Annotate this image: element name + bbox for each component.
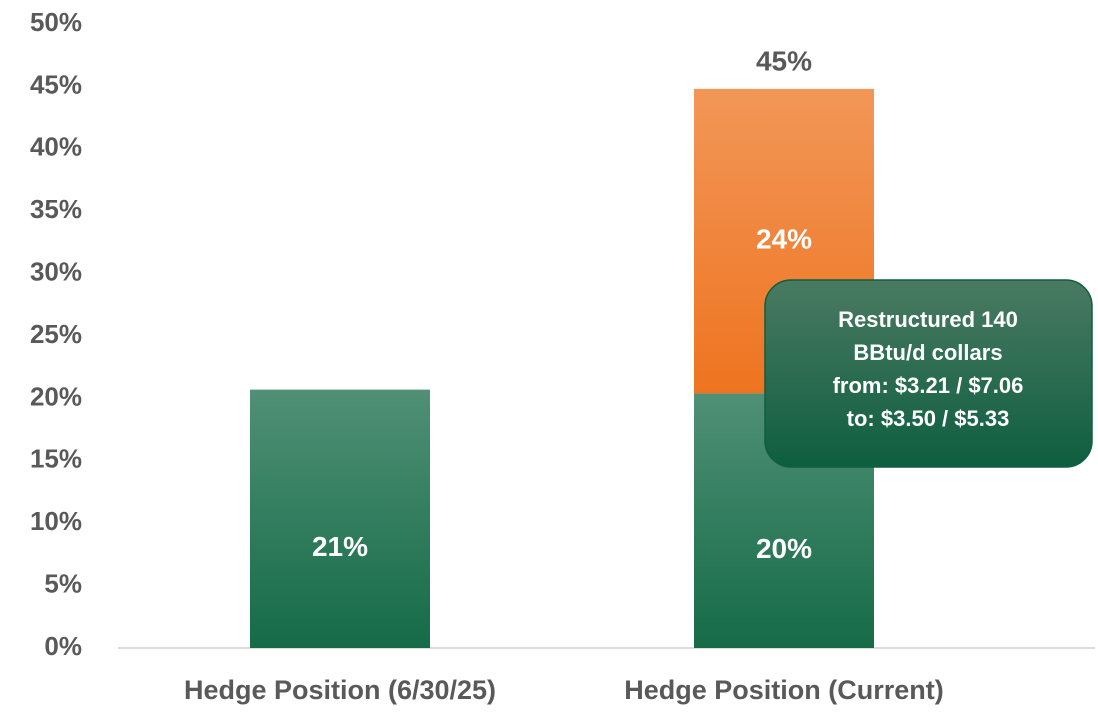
data-label: 21% xyxy=(312,531,368,562)
callout-text: to: $3.50 / $5.33 xyxy=(847,406,1010,431)
y-tick-label: 35% xyxy=(30,194,82,224)
y-tick-label: 0% xyxy=(44,631,82,661)
y-tick-label: 50% xyxy=(30,7,82,37)
callout-text: from: $3.21 / $7.06 xyxy=(833,373,1024,398)
bar-shine xyxy=(250,389,430,648)
x-tick-label: Hedge Position (Current) xyxy=(624,675,944,705)
y-tick-label: 40% xyxy=(30,132,82,162)
callout-box xyxy=(764,279,1093,468)
y-tick-label: 45% xyxy=(30,69,82,99)
y-tick-label: 10% xyxy=(30,506,82,536)
y-tick-label: 5% xyxy=(44,568,82,598)
y-tick-label: 30% xyxy=(30,256,82,286)
callout-text: Restructured 140 xyxy=(838,307,1018,332)
y-tick-label: 25% xyxy=(30,319,82,349)
x-tick-label: Hedge Position (6/30/25) xyxy=(184,675,496,705)
y-tick-label: 20% xyxy=(30,381,82,411)
y-tick-label: 15% xyxy=(30,444,82,474)
total-label: 45% xyxy=(756,45,812,76)
callout-text: BBtu/d collars xyxy=(853,340,1002,365)
data-label: 20% xyxy=(756,533,812,564)
data-label: 24% xyxy=(756,224,812,255)
